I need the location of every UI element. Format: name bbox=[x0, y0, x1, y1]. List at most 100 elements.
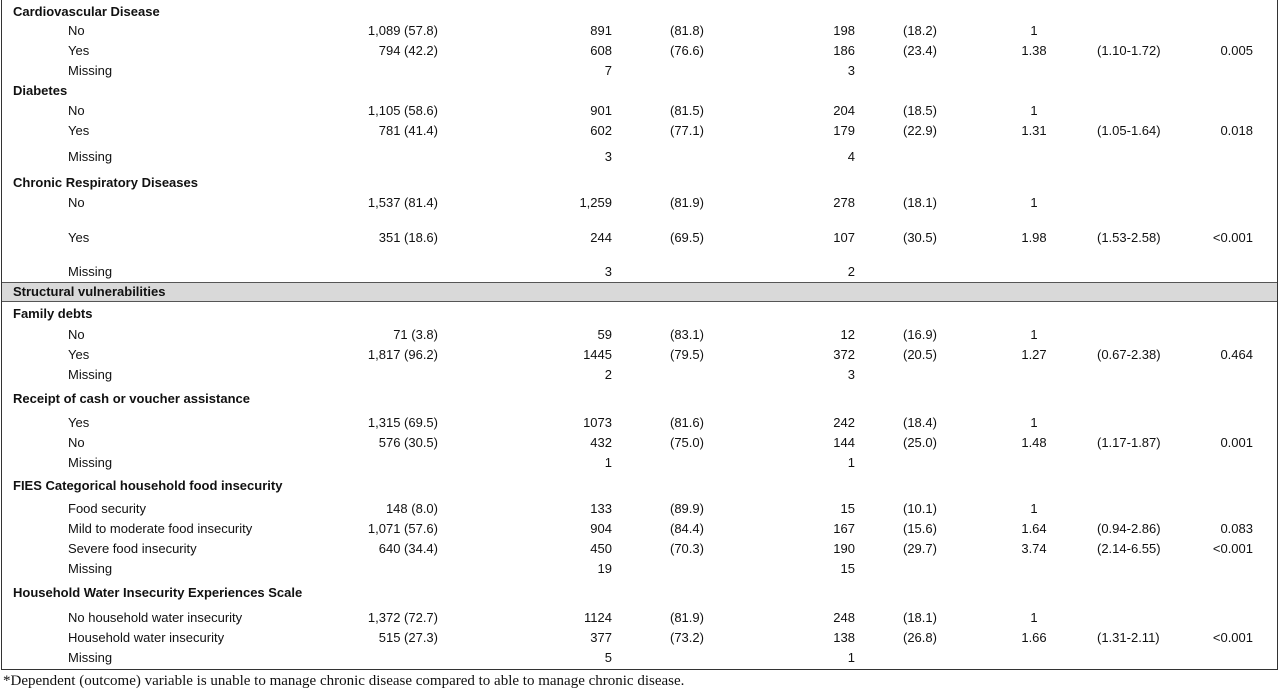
table-cell: 1.38 bbox=[1021, 43, 1047, 58]
table-cell: 4 bbox=[847, 149, 855, 164]
table-cell: 0.001 bbox=[1220, 435, 1253, 450]
table-cell: 248 bbox=[833, 610, 855, 625]
row-label: Severe food insecurity bbox=[68, 541, 197, 556]
table-cell: (81.9) bbox=[670, 610, 704, 625]
table-cell: 190 bbox=[833, 541, 855, 556]
table-cell: 242 bbox=[833, 415, 855, 430]
table-cell: 3.74 bbox=[1021, 541, 1047, 556]
table-cell: 1,817 (96.2) bbox=[367, 347, 438, 362]
row-heading: Diabetes bbox=[13, 83, 68, 98]
table-cell: (81.6) bbox=[670, 415, 704, 430]
table-cell: (70.3) bbox=[670, 541, 704, 556]
table-cell: 59 bbox=[597, 327, 612, 342]
row-label: No bbox=[68, 23, 85, 38]
row-heading: Structural vulnerabilities bbox=[13, 284, 166, 299]
section-band bbox=[1, 282, 1277, 302]
table-cell: 781 (41.4) bbox=[378, 123, 438, 138]
table-cell: (10.1) bbox=[903, 501, 937, 516]
table-cell: 1,105 (58.6) bbox=[367, 103, 438, 118]
table-cell: (2.14-6.55) bbox=[1097, 541, 1161, 556]
table-cell: 904 bbox=[590, 521, 612, 536]
table-cell: 1073 bbox=[583, 415, 612, 430]
table-cell: 1 bbox=[1030, 610, 1038, 625]
table-cell: 138 bbox=[833, 630, 855, 645]
table-cell: (16.9) bbox=[903, 327, 937, 342]
table-cell: 1 bbox=[1030, 23, 1038, 38]
table-cell: (1.53-2.58) bbox=[1097, 230, 1161, 245]
table-cell: (18.1) bbox=[903, 195, 937, 210]
table-cell: 186 bbox=[833, 43, 855, 58]
table-cell: 351 (18.6) bbox=[378, 230, 438, 245]
table-cell: 1 bbox=[1030, 195, 1038, 210]
row-heading: Family debts bbox=[13, 306, 93, 321]
table-cell: (81.9) bbox=[670, 195, 704, 210]
table-cell: 133 bbox=[590, 501, 612, 516]
row-label: Yes bbox=[68, 347, 90, 362]
table-border bbox=[1, 669, 1278, 670]
table-cell: (18.2) bbox=[903, 23, 937, 38]
table-cell: 1 bbox=[847, 455, 855, 470]
row-label: Food security bbox=[68, 501, 147, 516]
table-cell: 432 bbox=[590, 435, 612, 450]
table-cell: 1,315 (69.5) bbox=[367, 415, 438, 430]
row-label: No bbox=[68, 103, 85, 118]
table-cell: 1.31 bbox=[1021, 123, 1047, 138]
table-cell: (0.67-2.38) bbox=[1097, 347, 1161, 362]
row-label: Yes bbox=[68, 415, 90, 430]
table-cell: 1.98 bbox=[1021, 230, 1047, 245]
table-cell: 1 bbox=[1030, 501, 1038, 516]
table-cell: 0.005 bbox=[1220, 43, 1253, 58]
table-cell: 1.27 bbox=[1021, 347, 1047, 362]
table-cell: 794 (42.2) bbox=[378, 43, 438, 58]
table-cell: (18.4) bbox=[903, 415, 937, 430]
row-label: No bbox=[68, 327, 85, 342]
table-cell: 515 (27.3) bbox=[378, 630, 438, 645]
table-cell: 1124 bbox=[584, 610, 612, 625]
table-cell: 2 bbox=[847, 264, 855, 279]
table-cell: 1,089 (57.8) bbox=[367, 23, 438, 38]
table-cell: 1,259 bbox=[579, 195, 612, 210]
table-cell: (30.5) bbox=[903, 230, 937, 245]
table-cell: 1,537 (81.4) bbox=[367, 195, 438, 210]
table-cell: 1 bbox=[604, 455, 612, 470]
table-cell: 1 bbox=[847, 650, 855, 665]
table-cell: (69.5) bbox=[670, 230, 704, 245]
table-cell: 244 bbox=[590, 230, 612, 245]
table-cell: 602 bbox=[590, 123, 612, 138]
row-label: No bbox=[68, 435, 85, 450]
table-cell: (73.2) bbox=[670, 630, 704, 645]
table-cell: 576 (30.5) bbox=[378, 435, 438, 450]
table-cell: (76.6) bbox=[670, 43, 704, 58]
table-cell: <0.001 bbox=[1212, 230, 1253, 245]
table-cell: (77.1) bbox=[670, 123, 704, 138]
table-cell: 15 bbox=[840, 501, 855, 516]
table-cell: (22.9) bbox=[903, 123, 937, 138]
table-cell: 0.018 bbox=[1220, 123, 1253, 138]
table-cell: 1.64 bbox=[1021, 521, 1047, 536]
table-cell: (20.5) bbox=[903, 347, 937, 362]
table-cell: (1.17-1.87) bbox=[1097, 435, 1161, 450]
row-label: No household water insecurity bbox=[68, 610, 243, 625]
table-cell: 148 (8.0) bbox=[385, 501, 438, 516]
table-cell: 372 bbox=[833, 347, 855, 362]
table-cell: 5 bbox=[604, 650, 612, 665]
table-cell: (1.31-2.11) bbox=[1097, 630, 1160, 645]
table-cell: 640 (34.4) bbox=[378, 541, 438, 556]
row-label: Yes bbox=[68, 123, 90, 138]
row-label: Missing bbox=[68, 561, 113, 576]
row-label: Missing bbox=[68, 149, 113, 164]
row-heading: Receipt of cash or voucher assistance bbox=[13, 391, 250, 406]
row-label: Missing bbox=[68, 264, 113, 279]
table-cell: (79.5) bbox=[670, 347, 704, 362]
table-cell: (25.0) bbox=[903, 435, 937, 450]
table-cell: (18.5) bbox=[903, 103, 937, 118]
table-cell: (75.0) bbox=[670, 435, 704, 450]
table-cell: 901 bbox=[590, 103, 612, 118]
table-cell: 198 bbox=[833, 23, 855, 38]
table-cell: (84.4) bbox=[670, 521, 704, 536]
table-cell: (89.9) bbox=[670, 501, 704, 516]
table-cell: 450 bbox=[590, 541, 612, 556]
table-cell: (81.5) bbox=[670, 103, 704, 118]
table-cell: (26.8) bbox=[903, 630, 937, 645]
